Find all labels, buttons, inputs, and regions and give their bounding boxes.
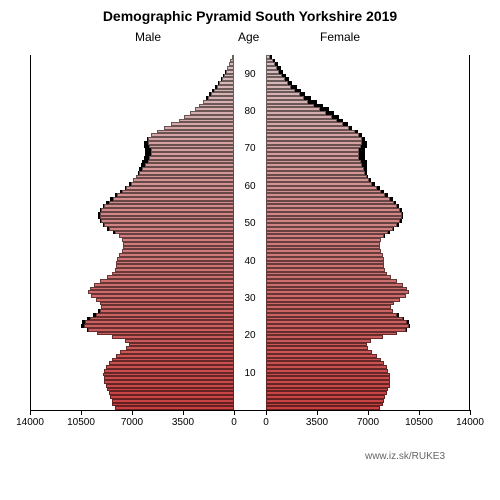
age-tick-label: 50: [240, 218, 260, 229]
female-label: Female: [320, 30, 360, 44]
age-tick-label: 10: [240, 368, 260, 379]
x-tick-label: 14000: [450, 417, 490, 428]
x-tick-label: 3500: [163, 417, 203, 428]
x-tick-label: 14000: [10, 417, 50, 428]
x-tick-label: 10500: [399, 417, 439, 428]
x-tick-label: 10500: [61, 417, 101, 428]
source-text: www.iz.sk/RUKE3: [365, 451, 445, 462]
plot-area: 102030405060708090 140001050070003500003…: [30, 55, 470, 450]
chart-title: Demographic Pyramid South Yorkshire 2019: [0, 8, 500, 24]
age-tick-label: 40: [240, 256, 260, 267]
x-tick-label: 7000: [112, 417, 152, 428]
pyramid-chart: Demographic Pyramid South Yorkshire 2019…: [0, 0, 500, 500]
x-tick-label: 0: [246, 417, 286, 428]
x-tick-label: 3500: [297, 417, 337, 428]
x-tick-label: 7000: [348, 417, 388, 428]
male-label: Male: [135, 30, 161, 44]
age-label: Age: [238, 30, 259, 44]
age-tick-label: 70: [240, 143, 260, 154]
age-tick-label: 80: [240, 106, 260, 117]
age-tick-label: 30: [240, 293, 260, 304]
age-tick-label: 90: [240, 69, 260, 80]
age-tick-label: 20: [240, 330, 260, 341]
age-tick-label: 60: [240, 181, 260, 192]
